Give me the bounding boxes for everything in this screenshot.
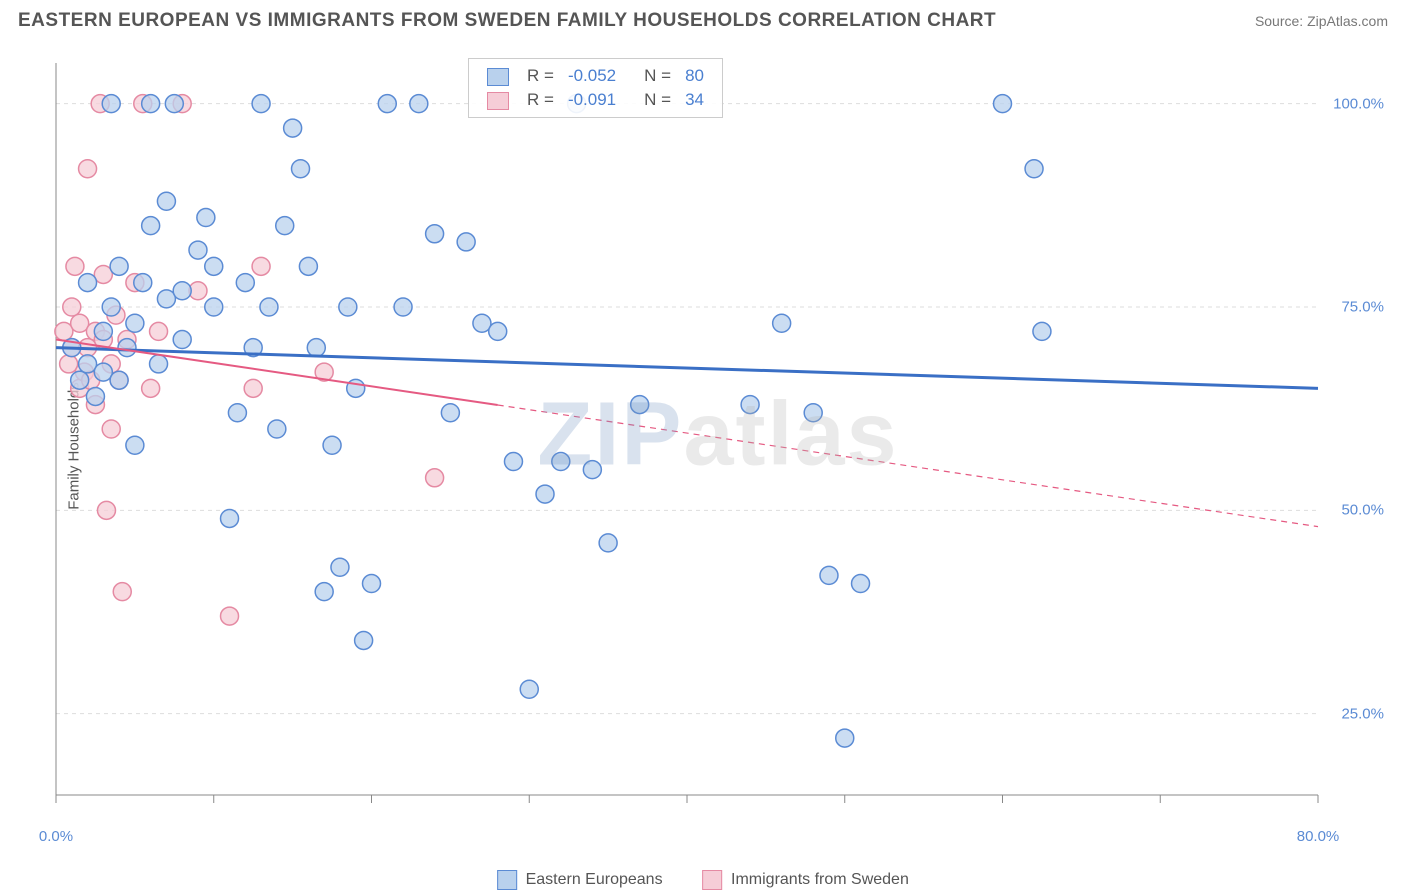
y-tick-label: 100.0% <box>1333 95 1384 112</box>
stats-legend-row: R =-0.091N =34 <box>481 89 710 111</box>
source-label: Source: ZipAtlas.com <box>1255 13 1388 29</box>
y-tick-label: 50.0% <box>1341 502 1384 519</box>
legend-item: Eastern Europeans <box>497 870 662 890</box>
stats-legend: R =-0.052N =80R =-0.091N =34 <box>468 58 723 118</box>
x-tick-label: 0.0% <box>39 828 73 845</box>
legend-item: Immigrants from Sweden <box>703 870 909 890</box>
plot-area: ZIPatlas R =-0.052N =80R =-0.091N =34 25… <box>48 55 1388 815</box>
scatter-plot-svg <box>48 55 1388 815</box>
stats-legend-row: R =-0.052N =80 <box>481 65 710 87</box>
y-tick-label: 25.0% <box>1341 705 1384 722</box>
y-tick-label: 75.0% <box>1341 299 1384 316</box>
x-tick-label: 80.0% <box>1297 828 1340 845</box>
chart-title: EASTERN EUROPEAN VS IMMIGRANTS FROM SWED… <box>18 10 996 32</box>
series-legend: Eastern Europeans Immigrants from Sweden <box>497 870 909 890</box>
